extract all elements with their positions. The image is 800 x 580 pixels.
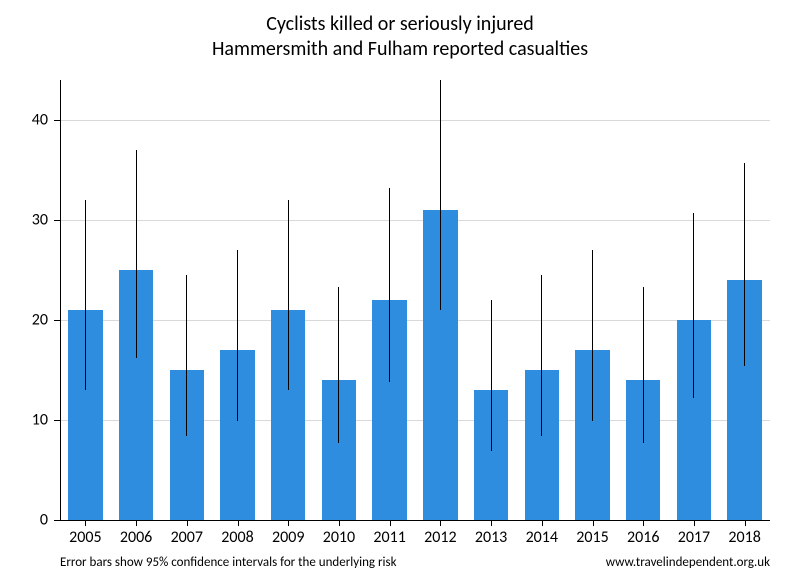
x-tick-mark bbox=[542, 520, 543, 526]
y-axis-line bbox=[60, 80, 61, 520]
x-tick-mark bbox=[745, 520, 746, 526]
x-tick-mark bbox=[85, 520, 86, 526]
footer-note-left: Error bars show 95% confidence intervals… bbox=[60, 555, 397, 570]
y-tick-label: 20 bbox=[18, 311, 48, 330]
error-bar bbox=[237, 250, 238, 421]
x-tick-label: 2018 bbox=[728, 528, 760, 547]
chart-container: Cyclists killed or seriously injured Ham… bbox=[0, 0, 800, 580]
x-tick-mark bbox=[440, 520, 441, 526]
gridline bbox=[60, 220, 770, 221]
x-tick-label: 2007 bbox=[171, 528, 203, 547]
chart-title-line2: Hammersmith and Fulham reported casualti… bbox=[0, 37, 800, 62]
x-tick-mark bbox=[288, 520, 289, 526]
error-bar bbox=[389, 188, 390, 382]
error-bar bbox=[85, 200, 86, 390]
error-bar bbox=[693, 213, 694, 398]
x-axis-line bbox=[60, 520, 770, 521]
error-bar bbox=[643, 287, 644, 443]
error-bar bbox=[744, 163, 745, 366]
x-tick-label: 2009 bbox=[272, 528, 304, 547]
y-tick-label: 10 bbox=[18, 411, 48, 430]
gridline bbox=[60, 120, 770, 121]
x-tick-label: 2016 bbox=[627, 528, 659, 547]
x-tick-mark bbox=[694, 520, 695, 526]
y-tick-label: 40 bbox=[18, 111, 48, 130]
error-bar bbox=[541, 275, 542, 436]
error-bar bbox=[136, 150, 137, 358]
chart-title: Cyclists killed or seriously injured Ham… bbox=[0, 12, 800, 62]
x-tick-mark bbox=[187, 520, 188, 526]
x-tick-label: 2015 bbox=[576, 528, 608, 547]
x-tick-label: 2013 bbox=[475, 528, 507, 547]
x-tick-label: 2014 bbox=[526, 528, 558, 547]
error-bar bbox=[491, 300, 492, 451]
x-tick-mark bbox=[136, 520, 137, 526]
plot-area: 0102030402005200620072008200920102011201… bbox=[60, 80, 770, 520]
x-tick-label: 2008 bbox=[221, 528, 253, 547]
x-tick-mark bbox=[491, 520, 492, 526]
x-tick-label: 2010 bbox=[323, 528, 355, 547]
x-tick-label: 2006 bbox=[120, 528, 152, 547]
x-tick-mark bbox=[339, 520, 340, 526]
x-tick-label: 2011 bbox=[373, 528, 405, 547]
error-bar bbox=[592, 250, 593, 421]
x-tick-mark bbox=[390, 520, 391, 526]
x-tick-mark bbox=[238, 520, 239, 526]
error-bar bbox=[440, 80, 441, 310]
x-tick-mark bbox=[643, 520, 644, 526]
y-tick-label: 0 bbox=[18, 511, 48, 530]
error-bar bbox=[288, 200, 289, 390]
x-tick-label: 2017 bbox=[678, 528, 710, 547]
chart-title-line1: Cyclists killed or seriously injured bbox=[0, 12, 800, 37]
x-tick-mark bbox=[593, 520, 594, 526]
x-tick-label: 2005 bbox=[69, 528, 101, 547]
x-tick-label: 2012 bbox=[424, 528, 456, 547]
error-bar bbox=[186, 275, 187, 436]
gridline bbox=[60, 420, 770, 421]
footer-note-right: www.travelindependent.org.uk bbox=[606, 555, 770, 570]
gridline bbox=[60, 320, 770, 321]
y-tick-label: 30 bbox=[18, 211, 48, 230]
error-bar bbox=[338, 287, 339, 443]
